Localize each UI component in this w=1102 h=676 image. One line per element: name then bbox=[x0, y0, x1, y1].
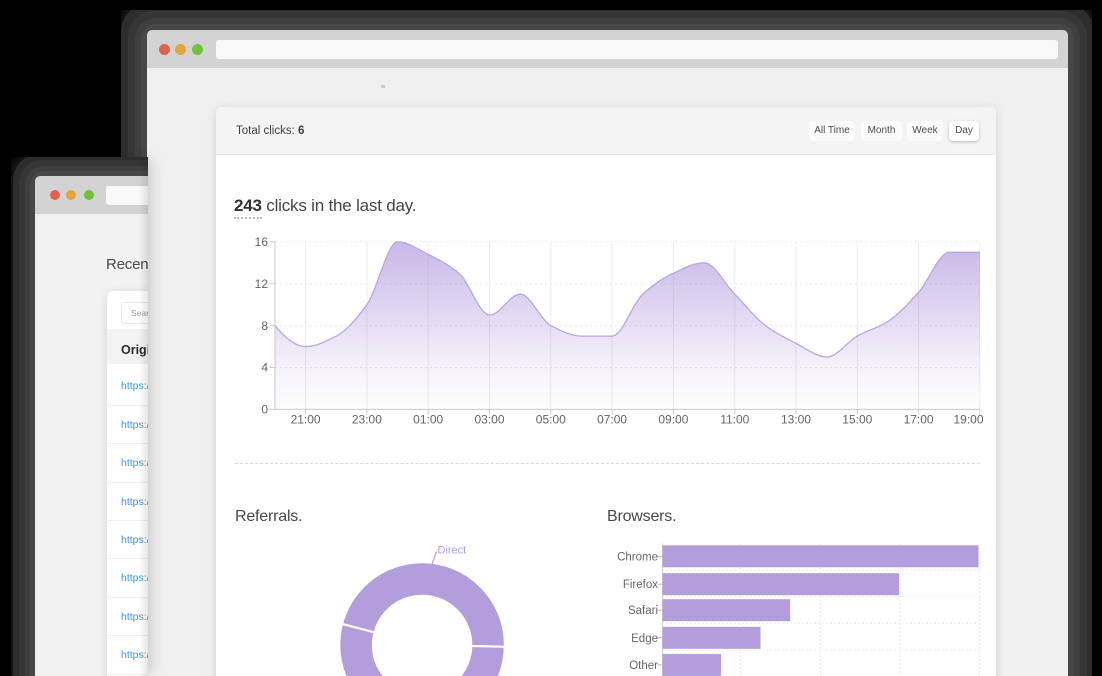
svg-text:03:00: 03:00 bbox=[474, 413, 504, 427]
svg-text:19:00: 19:00 bbox=[953, 413, 983, 427]
svg-text:16: 16 bbox=[255, 235, 269, 249]
svg-text:Safari: Safari bbox=[628, 605, 658, 617]
svg-text:11:00: 11:00 bbox=[720, 413, 749, 427]
svg-text:Other: Other bbox=[629, 660, 658, 672]
svg-text:07:00: 07:00 bbox=[597, 413, 627, 427]
svg-text:0: 0 bbox=[261, 403, 268, 417]
svg-text:15:00: 15:00 bbox=[842, 413, 872, 427]
svg-text:13:00: 13:00 bbox=[781, 413, 811, 427]
svg-text:8: 8 bbox=[261, 319, 268, 333]
svg-text:17:00: 17:00 bbox=[904, 413, 934, 427]
svg-text:01:00: 01:00 bbox=[413, 413, 443, 427]
svg-text:21:00: 21:00 bbox=[291, 413, 321, 427]
svg-text:4: 4 bbox=[261, 361, 268, 375]
svg-text:09:00: 09:00 bbox=[658, 413, 688, 427]
svg-text:Edge: Edge bbox=[631, 633, 658, 645]
svg-text:Firefox: Firefox bbox=[623, 579, 658, 591]
svg-text:Chrome: Chrome bbox=[617, 551, 658, 563]
svg-text:23:00: 23:00 bbox=[352, 413, 382, 427]
svg-text:Direct: Direct bbox=[438, 545, 467, 557]
svg-text:05:00: 05:00 bbox=[536, 413, 566, 427]
svg-text:12: 12 bbox=[255, 277, 269, 291]
